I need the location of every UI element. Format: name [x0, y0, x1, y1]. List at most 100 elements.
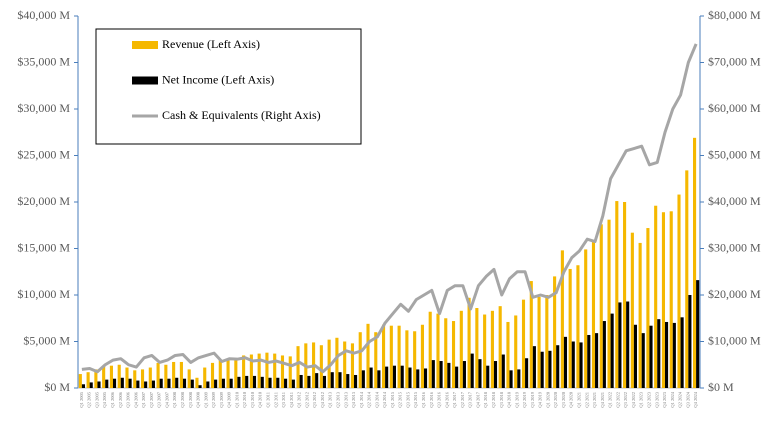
- bar: [117, 364, 121, 388]
- x-tick-label: Q1 2017: [452, 391, 457, 407]
- bar: [218, 360, 222, 388]
- y-tick-label: $15,000 M: [17, 240, 70, 254]
- bar: [125, 367, 129, 388]
- bar: [447, 362, 451, 388]
- bar: [462, 361, 466, 388]
- x-tick-label: Q1 2024: [670, 391, 675, 407]
- bar: [693, 137, 697, 388]
- bar: [187, 369, 191, 388]
- y-tick-label: $30,000 M: [17, 101, 70, 115]
- bar: [478, 359, 482, 388]
- bar: [630, 232, 634, 388]
- bar: [501, 354, 505, 388]
- bar: [389, 325, 393, 388]
- bar: [221, 378, 225, 388]
- bar: [358, 332, 362, 388]
- x-tick-label: Q2 2018: [491, 391, 496, 407]
- bar: [296, 346, 300, 388]
- x-tick-label: Q4 2008: [196, 391, 201, 407]
- bar: [444, 318, 448, 388]
- bar: [198, 385, 202, 388]
- x-tick-label: Q3 2023: [654, 391, 659, 407]
- x-tick-label: Q2 2012: [304, 392, 309, 408]
- bar: [229, 378, 233, 388]
- bar: [322, 375, 327, 388]
- x-tick-label: Q4 2005: [102, 391, 107, 407]
- x-tick-label: Q3 2021: [592, 392, 597, 408]
- y-tick-label: $35,000 M: [17, 54, 70, 68]
- bar: [587, 334, 591, 388]
- bar: [369, 367, 373, 388]
- bar: [493, 361, 498, 388]
- x-tick-label: Q4 2021: [600, 392, 605, 408]
- x-tick-label: Q4 2006: [133, 391, 138, 407]
- bar: [159, 378, 163, 388]
- bar: [607, 219, 611, 388]
- x-tick-label: Q2 2011: [273, 392, 278, 407]
- x-tick-label: Q1 2021: [577, 392, 582, 408]
- bar: [529, 281, 533, 388]
- bar: [374, 332, 378, 388]
- x-tick-label: Q1 2011: [266, 392, 271, 407]
- bar: [86, 372, 90, 388]
- bar: [350, 343, 355, 388]
- bar: [638, 242, 642, 388]
- bar: [509, 370, 513, 388]
- y-tick-label: $25,000 M: [17, 147, 70, 161]
- x-tick-label: Q2 2007: [149, 391, 154, 407]
- bar: [420, 324, 424, 388]
- x-tick-label: Q4 2024: [693, 391, 698, 407]
- bar: [610, 313, 614, 388]
- bar: [203, 367, 207, 388]
- bar: [265, 352, 269, 388]
- x-tick-label: Q1 2022: [608, 392, 613, 408]
- bar: [470, 353, 474, 388]
- bar: [105, 379, 109, 388]
- y-tick-label: $20,000 M: [17, 194, 70, 208]
- bar: [532, 346, 536, 388]
- bar: [144, 381, 148, 388]
- bar: [654, 205, 658, 388]
- y2-tick-label: $0 M: [708, 380, 734, 394]
- bar: [354, 374, 358, 388]
- x-tick-label: Q4 2023: [662, 391, 667, 407]
- bar: [649, 325, 653, 388]
- x-tick-label: Q2 2013: [335, 391, 340, 407]
- x-tick-label: Q4 2018: [507, 391, 512, 407]
- x-tick-label: Q2 2009: [211, 391, 216, 407]
- bar: [545, 295, 549, 388]
- bar: [467, 297, 471, 388]
- x-tick-label: Q4 2012: [320, 392, 325, 408]
- bar: [579, 342, 583, 388]
- bar: [237, 376, 241, 388]
- bar: [319, 345, 323, 388]
- bar: [677, 194, 681, 388]
- x-tick-label: Q2 2017: [460, 391, 465, 407]
- bar: [136, 380, 140, 388]
- bar: [669, 211, 673, 388]
- bar: [172, 361, 176, 388]
- bar: [405, 330, 409, 388]
- bar: [459, 310, 463, 388]
- bar: [382, 324, 386, 388]
- bar: [242, 355, 246, 388]
- x-tick-label: Q4 2007: [164, 391, 169, 407]
- x-tick-label: Q3 2006: [126, 391, 131, 407]
- x-tick-label: Q1 2005: [79, 391, 84, 407]
- x-tick-label: Q3 2010: [250, 391, 255, 407]
- bar: [576, 265, 580, 388]
- bar: [156, 362, 160, 388]
- bar: [416, 369, 420, 388]
- x-tick-label: Q3 2009: [219, 391, 224, 407]
- bar: [109, 365, 113, 388]
- x-tick-label: Q1 2010: [234, 391, 239, 407]
- bar: [299, 374, 303, 388]
- bar: [553, 276, 557, 388]
- y-tick-label: $40,000 M: [17, 8, 70, 22]
- x-tick-label: Q3 2020: [561, 391, 566, 407]
- bar: [226, 360, 230, 388]
- x-tick-label: Q3 2019: [530, 391, 535, 407]
- bar: [97, 381, 101, 388]
- x-tick-label: Q3 2005: [94, 391, 99, 407]
- x-tick-label: Q3 2011: [281, 392, 286, 407]
